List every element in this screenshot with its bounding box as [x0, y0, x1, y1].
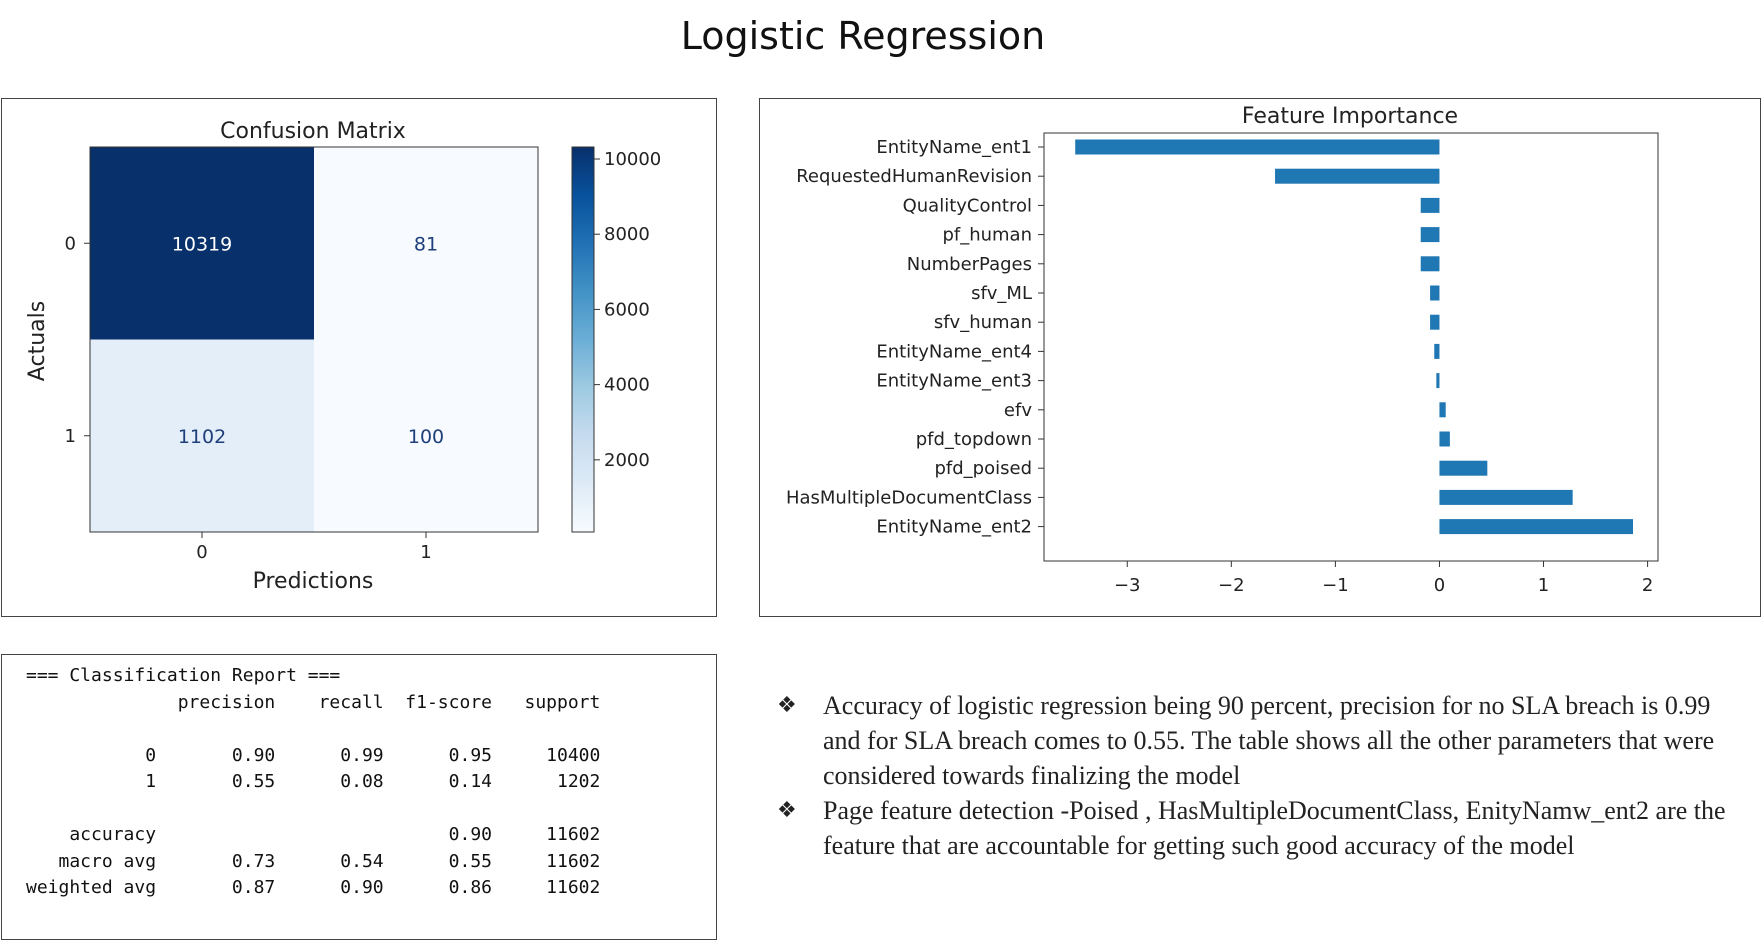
feature-bar — [1420, 256, 1440, 272]
feature-label: NumberPages — [907, 254, 1032, 275]
feature-bar — [1430, 314, 1440, 330]
feature-bar — [1420, 197, 1440, 213]
matrix-cell — [90, 339, 314, 532]
note-item: ❖ Accuracy of logistic regression being 9… — [775, 688, 1735, 793]
report-heading: === Classification Report === — [26, 665, 341, 686]
x-axis-label: Predictions — [253, 569, 374, 594]
report-row: accuracy 0.90 11602 — [69, 824, 601, 845]
confusion-matrix-chart: Confusion Matrix 10319 81 1102 100 0 1 0 1 Pre… — [25, 119, 661, 594]
feature-label: EntityName_ent4 — [876, 341, 1032, 362]
page-title: Logistic Regression — [680, 14, 1046, 58]
feature-label: pfd_poised — [934, 458, 1032, 479]
classification-report-panel: === Classification Report === precision … — [1, 654, 717, 940]
colorbar-tick-label: 4000 — [604, 375, 650, 396]
feature-bar — [1439, 431, 1450, 447]
feature-label: sfv_ML — [971, 283, 1032, 304]
diamond-bullet-icon: ❖ — [777, 693, 797, 718]
feature-label: QualityControl — [903, 195, 1032, 216]
feature-bar — [1436, 373, 1440, 389]
feature-label: efv — [1004, 400, 1032, 421]
matrix-cell-value: 10319 — [172, 233, 232, 255]
feature-importance-title: Feature Importance — [1242, 104, 1458, 129]
colorbar-tick-label: 8000 — [604, 224, 650, 245]
feature-label: EntityName_ent3 — [876, 371, 1032, 392]
feature-label: pf_human — [942, 225, 1032, 246]
colorbar-tick-label: 2000 — [604, 450, 650, 471]
matrix-cell — [314, 339, 538, 532]
report-row: weighted avg 0.87 0.90 0.86 11602 — [26, 877, 601, 898]
note-text: Page feature detection -Poised , HasMult… — [823, 796, 1726, 860]
feature-bar — [1439, 489, 1573, 505]
matrix-cell-value: 100 — [408, 426, 444, 448]
feature-bar — [1275, 168, 1440, 184]
report-column-headers: precision recall f1-score support — [177, 691, 601, 713]
matrix-cell — [90, 147, 314, 340]
feature-label: pfd_topdown — [916, 429, 1032, 450]
colorbar — [571, 146, 595, 533]
feature-label: RequestedHumanRevision — [796, 166, 1032, 187]
y-tick-label: 1 — [65, 426, 76, 447]
y-tick-label: 0 — [65, 233, 76, 254]
feature-bar — [1434, 343, 1440, 359]
x-tick-label: 2 — [1642, 575, 1653, 596]
x-tick-label: −2 — [1218, 575, 1245, 596]
feature-bar — [1430, 285, 1440, 301]
colorbar-tick-label: 10000 — [604, 149, 661, 170]
note-item: ❖ Page feature detection -Poised , HasMul… — [775, 793, 1735, 863]
x-tick-label: 0 — [196, 542, 207, 563]
x-tick-label: −3 — [1114, 575, 1141, 596]
note-text: Accuracy of logistic regression being 90… — [823, 691, 1715, 790]
feature-label: EntityName_ent2 — [876, 517, 1032, 538]
x-tick-label: −1 — [1322, 575, 1349, 596]
feature-label: HasMultipleDocumentClass — [786, 487, 1032, 508]
report-row: 0 0.90 0.99 0.95 10400 — [145, 744, 601, 766]
report-row: 1 0.55 0.08 0.14 1202 — [145, 771, 601, 792]
feature-label: sfv_human — [934, 312, 1032, 333]
feature-bar — [1420, 227, 1440, 243]
matrix-cell-value: 81 — [414, 233, 438, 255]
feature-importance-chart: Feature Importance EntityName_ent1 Reques… — [786, 104, 1659, 596]
confusion-matrix-title: Confusion Matrix — [220, 119, 406, 144]
x-tick-label: 1 — [420, 542, 431, 563]
diamond-bullet-icon: ❖ — [777, 798, 797, 823]
feature-label: EntityName_ent1 — [876, 137, 1032, 158]
feature-bar — [1439, 402, 1446, 418]
matrix-frame — [89, 146, 539, 533]
notes-list: ❖ Accuracy of logistic regression being 9… — [775, 688, 1735, 863]
y-axis-label: Actuals — [25, 301, 50, 381]
x-tick-label: 1 — [1538, 575, 1549, 596]
report-row: macro avg 0.73 0.54 0.55 11602 — [58, 850, 601, 872]
confusion-matrix-panel: Confusion Matrix 10319 81 1102 100 0 1 0 1 Pre… — [1, 98, 717, 617]
matrix-cell — [314, 147, 538, 340]
feature-bar — [1439, 460, 1488, 476]
matrix-cell-value: 1102 — [178, 426, 226, 448]
feature-importance-panel: Feature Importance EntityName_ent1 Reques… — [759, 98, 1761, 617]
colorbar-tick-label: 6000 — [604, 299, 650, 320]
plot-frame — [1043, 132, 1659, 562]
x-tick-label: 0 — [1434, 575, 1445, 596]
classification-report-text: === Classification Report === precision … — [26, 663, 600, 902]
feature-bar — [1439, 519, 1634, 535]
feature-bar — [1075, 139, 1440, 155]
